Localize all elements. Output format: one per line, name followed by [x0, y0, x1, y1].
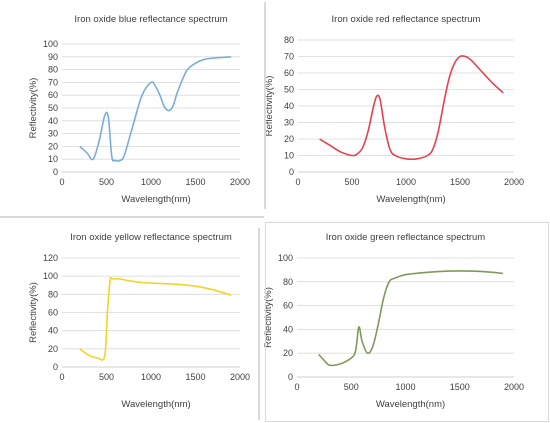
- x-tick-label: 1000: [141, 177, 161, 187]
- x-tick-label: 1500: [185, 177, 205, 187]
- y-tick-label: 60: [48, 308, 58, 318]
- y-tick-label: 30: [284, 118, 294, 128]
- y-tick-label: 50: [284, 85, 294, 95]
- chart-yellow: Iron oxide yellow reflectance spectrum 0 2…: [28, 232, 250, 410]
- x-tick-label: 2000: [230, 372, 250, 382]
- y-tick-label: 10: [284, 151, 294, 161]
- y-tick-label: 60: [284, 68, 294, 78]
- x-axis-label: Wavelength(nm): [121, 399, 190, 410]
- y-tick-label: 30: [48, 129, 58, 139]
- chart-panel-red: Iron oxide red reflectance spectrum 0 10 20…: [264, 0, 550, 211]
- x-tick-label: 500: [99, 177, 114, 187]
- x-tick-label: 1500: [185, 372, 205, 382]
- y-tick-label: 90: [48, 52, 58, 62]
- y-tick-label: 80: [283, 277, 293, 287]
- y-tick-label: 0: [289, 167, 294, 177]
- x-tick-label: 1500: [450, 177, 470, 187]
- y-tick-label: 80: [284, 35, 294, 45]
- y-axis-label: Reflectivity(%): [263, 287, 274, 348]
- x-tick-label: 1000: [141, 372, 161, 382]
- y-axis-label: Reflectivity(%): [28, 282, 39, 343]
- y-tick-label: 0: [53, 362, 58, 372]
- x-tick-label: 1000: [395, 382, 415, 392]
- y-axis-label: Reflectivity(%): [264, 76, 275, 137]
- x-tick-label: 500: [99, 372, 114, 382]
- series-line: [318, 270, 504, 367]
- y-tick-label: 80: [48, 65, 58, 75]
- y-tick-label: 0: [53, 167, 58, 177]
- x-axis-label: Wavelength(nm): [376, 194, 445, 205]
- y-tick-label: 60: [48, 90, 58, 100]
- y-tick-label: 0: [288, 372, 293, 382]
- x-tick-label: 0: [59, 372, 64, 382]
- y-axis-label: Reflectivity(%): [28, 78, 39, 139]
- series-line: [79, 56, 232, 162]
- chart-panel-yellow: Iron oxide yellow reflectance spectrum 0 2…: [0, 211, 275, 422]
- y-tick-label: 80: [48, 289, 58, 299]
- series-line: [319, 55, 504, 161]
- chart-red: Iron oxide red reflectance spectrum 0 10 20…: [264, 14, 524, 205]
- y-tick-label: 40: [284, 101, 294, 111]
- x-tick-label: 0: [294, 382, 299, 392]
- chart-title: Iron oxide green reflectance spectrum: [326, 232, 486, 243]
- y-tick-label: 70: [48, 77, 58, 87]
- x-axis-label: Wavelength(nm): [121, 194, 190, 205]
- y-tick-label: 100: [278, 253, 293, 263]
- x-tick-label: 0: [295, 177, 300, 187]
- y-tick-label: 50: [48, 103, 58, 113]
- x-tick-label: 1000: [396, 177, 416, 187]
- y-tick-label: 100: [43, 39, 58, 49]
- y-tick-label: 100: [43, 271, 58, 281]
- y-tick-label: 20: [48, 344, 58, 354]
- y-tick-label: 70: [284, 52, 294, 62]
- x-tick-label: 0: [59, 177, 64, 187]
- x-tick-label: 500: [344, 382, 359, 392]
- chart-blue: Iron oxide blue reflectance spectrum 0 10 2…: [28, 14, 250, 205]
- chart-panel-blue: Iron oxide blue reflectance spectrum 0 10 2…: [0, 0, 275, 211]
- y-tick-label: 120: [43, 253, 58, 263]
- x-tick-label: 500: [344, 177, 359, 187]
- chart-title: Iron oxide blue reflectance spectrum: [74, 14, 227, 25]
- y-tick-label: 40: [48, 116, 58, 126]
- x-tick-label: 2000: [504, 177, 524, 187]
- chart-green: Iron oxide green reflectance spectrum 0 20…: [263, 232, 524, 410]
- y-tick-label: 40: [48, 326, 58, 336]
- y-tick-label: 20: [284, 134, 294, 144]
- chart-title: Iron oxide yellow reflectance spectrum: [70, 232, 232, 243]
- y-tick-label: 40: [283, 324, 293, 334]
- x-tick-label: 2000: [230, 177, 250, 187]
- chart-title: Iron oxide red reflectance spectrum: [332, 14, 481, 25]
- chart-panel-green: Iron oxide green reflectance spectrum 0 20…: [263, 211, 550, 422]
- x-tick-label: 1500: [450, 382, 470, 392]
- y-tick-label: 20: [48, 141, 58, 151]
- x-axis-label: Wavelength(nm): [376, 399, 445, 410]
- y-tick-label: 10: [48, 154, 58, 164]
- x-tick-label: 2000: [504, 382, 524, 392]
- series-line: [79, 276, 232, 361]
- y-tick-label: 60: [283, 301, 293, 311]
- y-tick-label: 20: [283, 348, 293, 358]
